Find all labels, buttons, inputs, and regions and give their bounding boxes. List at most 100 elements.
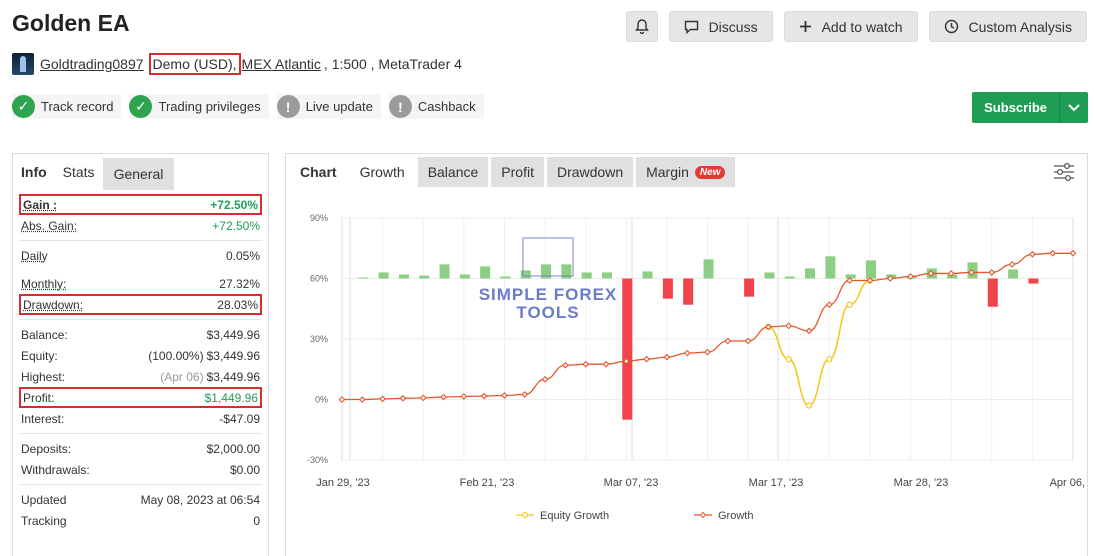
badge-trading-privileges: ✓ Trading privileges bbox=[129, 94, 268, 119]
loss-bar bbox=[988, 279, 998, 307]
x-tick-label: Mar 07, '23 bbox=[604, 477, 659, 489]
stat-equity: Equity: (100.00%) $3,449.96 bbox=[19, 345, 262, 366]
stat-label[interactable]: Daily bbox=[21, 249, 48, 263]
legend-equity-marker bbox=[523, 513, 528, 518]
stat-value: (Apr 06) $3,449.96 bbox=[160, 370, 260, 384]
subscribe-button-group: Subscribe bbox=[972, 92, 1088, 123]
exclamation-icon: ! bbox=[389, 95, 412, 118]
y-tick-label: 0% bbox=[315, 395, 328, 405]
stat-label: Updated bbox=[21, 493, 66, 507]
stat-value: 27.32% bbox=[219, 277, 260, 291]
y-tick-label: 30% bbox=[310, 334, 328, 344]
top-actions: Discuss Add to watch Custom Analysis bbox=[626, 11, 1087, 42]
equity-growth-point bbox=[807, 403, 812, 408]
profit-bar bbox=[805, 268, 815, 278]
stats-list: Gain : +72.50% Abs. Gain: +72.50% Daily … bbox=[13, 190, 268, 531]
legend-growth-label: Growth bbox=[718, 510, 753, 522]
badge-label: Live update bbox=[306, 99, 373, 114]
tab-profit[interactable]: Profit bbox=[491, 157, 544, 187]
chart-settings-button[interactable] bbox=[1053, 162, 1075, 187]
stat-value: 28.03% bbox=[217, 298, 258, 312]
stat-label: Balance: bbox=[21, 328, 68, 342]
broker-link[interactable]: MEX Atlantic bbox=[242, 56, 321, 72]
badge-label: Trading privileges bbox=[158, 99, 260, 114]
discuss-button[interactable]: Discuss bbox=[669, 11, 773, 42]
profit-bar bbox=[825, 256, 835, 278]
tab-margin[interactable]: Margin New bbox=[636, 157, 735, 187]
stat-updated: Updated May 08, 2023 at 06:54 bbox=[19, 489, 262, 510]
stat-amount: $3,449.96 bbox=[207, 349, 260, 363]
stat-drawdown: Drawdown: 28.03% bbox=[19, 294, 262, 315]
stat-note: (Apr 06) bbox=[160, 370, 203, 384]
chat-icon bbox=[684, 20, 699, 34]
profit-bar bbox=[846, 274, 856, 278]
x-tick-label: Apr 06, '23 bbox=[1050, 477, 1087, 489]
y-tick-label: -30% bbox=[307, 455, 328, 465]
x-tick-label: Mar 17, '23 bbox=[749, 477, 804, 489]
divider bbox=[19, 484, 262, 485]
stat-label[interactable]: Drawdown: bbox=[23, 298, 83, 312]
stat-gain: Gain : +72.50% bbox=[19, 194, 262, 215]
stat-label: Highest: bbox=[21, 370, 65, 384]
stat-label[interactable]: Monthly: bbox=[21, 277, 66, 291]
tab-stats[interactable]: Stats bbox=[55, 154, 103, 190]
tab-drawdown[interactable]: Drawdown bbox=[547, 157, 633, 187]
stat-value: -$47.09 bbox=[219, 412, 260, 426]
new-badge: New bbox=[695, 166, 726, 179]
tab-chart[interactable]: Chart bbox=[290, 157, 347, 187]
status-badges: ✓ Track record ✓ Trading privileges ! Li… bbox=[12, 94, 484, 119]
custom-analysis-label: Custom Analysis bbox=[969, 19, 1072, 35]
profit-bar bbox=[399, 274, 409, 278]
badge-track-record: ✓ Track record bbox=[12, 94, 121, 119]
avatar[interactable] bbox=[12, 53, 34, 75]
profit-bar bbox=[602, 272, 612, 278]
page-title: Golden EA bbox=[12, 10, 130, 37]
growth-chart[interactable]: 90% 60% 30% 0% -30% Jan 29, '23 Feb 21, '23 Mar… bbox=[286, 190, 1087, 556]
x-tick-label: Mar 28, '23 bbox=[894, 477, 949, 489]
tab-growth[interactable]: Growth bbox=[350, 157, 415, 187]
add-to-watch-button[interactable]: Add to watch bbox=[784, 11, 918, 42]
watermark-text: TOOLS bbox=[516, 303, 579, 322]
equity-growth-point bbox=[827, 357, 832, 362]
stat-tracking: Tracking 0 bbox=[19, 510, 262, 531]
stat-value: 0 bbox=[253, 514, 260, 528]
check-icon: ✓ bbox=[129, 95, 152, 118]
stat-label: Equity: bbox=[21, 349, 58, 363]
profit-bar bbox=[785, 276, 795, 278]
stat-value: (100.00%) $3,449.96 bbox=[148, 349, 260, 363]
stat-label[interactable]: Gain : bbox=[23, 198, 57, 212]
profit-bar bbox=[440, 264, 450, 278]
sliders-icon bbox=[1053, 162, 1075, 182]
tab-info[interactable]: Info bbox=[13, 154, 55, 190]
divider bbox=[19, 240, 262, 241]
stats-panel: Info Stats General Gain : +72.50% Abs. G… bbox=[12, 153, 269, 556]
profit-bar bbox=[1008, 269, 1018, 278]
tab-balance[interactable]: Balance bbox=[418, 157, 489, 187]
loss-bar bbox=[622, 279, 632, 420]
stat-value: $3,449.96 bbox=[207, 328, 260, 342]
plus-icon bbox=[799, 20, 812, 33]
owner-link[interactable]: Goldtrading0897 bbox=[40, 56, 144, 72]
badge-cashback: ! Cashback bbox=[389, 94, 484, 119]
stat-label: Tracking bbox=[21, 514, 67, 528]
profit-bar bbox=[866, 260, 876, 278]
stat-balance: Balance: $3,449.96 bbox=[19, 324, 262, 345]
account-details: , 1:500 , MetaTrader 4 bbox=[324, 56, 462, 72]
stat-monthly: Monthly: 27.32% bbox=[19, 273, 262, 294]
custom-analysis-button[interactable]: Custom Analysis bbox=[929, 11, 1087, 42]
bell-icon bbox=[635, 19, 649, 34]
profit-bar bbox=[419, 275, 429, 278]
y-tick-label: 60% bbox=[310, 274, 328, 284]
stat-label: Withdrawals: bbox=[21, 463, 90, 477]
divider bbox=[19, 319, 262, 320]
profit-bar bbox=[764, 272, 774, 278]
equity-growth-point bbox=[786, 357, 791, 362]
notification-button[interactable] bbox=[626, 11, 658, 42]
tab-margin-label: Margin bbox=[646, 164, 689, 180]
stat-label[interactable]: Abs. Gain: bbox=[21, 219, 77, 233]
subscribe-dropdown-toggle[interactable] bbox=[1060, 92, 1088, 123]
stat-highest: Highest: (Apr 06) $3,449.96 bbox=[19, 366, 262, 387]
tab-general[interactable]: General bbox=[103, 158, 175, 190]
subscribe-button[interactable]: Subscribe bbox=[972, 92, 1060, 123]
stat-value: $1,449.96 bbox=[205, 391, 258, 405]
